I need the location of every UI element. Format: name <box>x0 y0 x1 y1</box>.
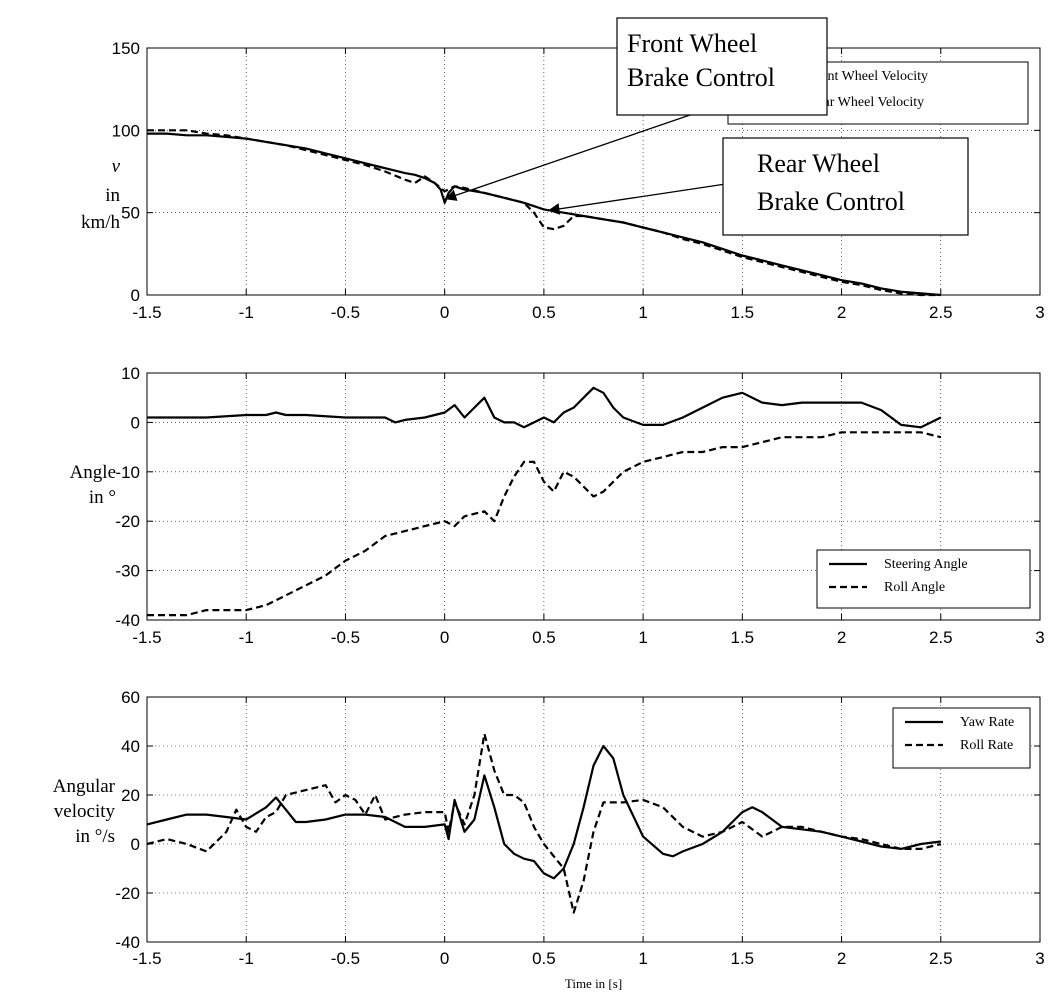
x-tick-label: 3 <box>1035 628 1044 647</box>
x-tick-label: -1.5 <box>132 628 161 647</box>
x-tick-label: -1.5 <box>132 949 161 968</box>
legend-label: Yaw Rate <box>960 715 1014 730</box>
legend-label: Roll Rate <box>960 738 1013 753</box>
annotation-box <box>722 137 969 236</box>
legend-label: Roll Angle <box>884 580 945 595</box>
y-tick-label: -30 <box>115 562 140 581</box>
x-tick-label: -1 <box>239 303 254 322</box>
x-tick-label: 0.5 <box>532 949 556 968</box>
annotation-text: Rear Wheel <box>757 149 880 178</box>
x-tick-label: 0 <box>440 949 449 968</box>
annotation-arrow <box>547 181 740 215</box>
y-axis-label: velocity <box>54 801 116 822</box>
y-tick-label: -20 <box>115 512 140 531</box>
y-tick-label: -40 <box>115 933 140 952</box>
y-tick-label: 40 <box>121 737 140 756</box>
plot-frame <box>146 696 1041 943</box>
series-line-roll-angle <box>147 431 942 617</box>
x-tick-label: -0.5 <box>331 303 360 322</box>
annotation-text: Brake Control <box>757 187 905 216</box>
y-tick-label: 150 <box>112 39 140 58</box>
x-tick-label: 3 <box>1035 949 1044 968</box>
x-tick-label: 0.5 <box>532 628 556 647</box>
x-tick-label: 2 <box>837 303 846 322</box>
annotation-text: Brake Control <box>627 63 775 92</box>
y-tick-label: 10 <box>121 364 140 383</box>
x-axis-label: Time in [s] <box>565 976 622 991</box>
x-tick-label: 0.5 <box>532 303 556 322</box>
x-tick-label: 1.5 <box>731 949 755 968</box>
x-tick-label: 2.5 <box>929 628 953 647</box>
y-axis-label: in °/s <box>75 826 115 847</box>
legend-box <box>892 707 1031 769</box>
y-axis-label: in ° <box>89 487 116 508</box>
annotation-arrow <box>444 114 691 201</box>
series-line-roll-rate <box>146 732 942 914</box>
plot-frame <box>146 372 1041 621</box>
legend-label: Front Wheel Velocity <box>808 69 928 84</box>
x-tick-label: 1 <box>638 949 647 968</box>
x-tick-label: 2 <box>837 628 846 647</box>
x-tick-label: -0.5 <box>331 949 360 968</box>
angle-chart: -1.5 -1 -0.5 0 0.5 1 1.5 2 2.5 3 -40 -30 -20 -10 0 10 An… <box>70 364 1045 647</box>
legend-label: Steering Angle <box>884 557 968 572</box>
y-tick-label: -40 <box>115 611 140 630</box>
x-tick-label: -1 <box>239 628 254 647</box>
series-line-steering-angle <box>147 386 942 429</box>
x-tick-label: 1.5 <box>731 628 755 647</box>
plot-frame <box>146 47 1041 296</box>
y-tick-label: 0 <box>131 413 140 432</box>
y-tick-label: 20 <box>121 786 140 805</box>
series-line-yaw-rate <box>146 744 941 880</box>
y-axis-label: km/h <box>81 212 121 233</box>
y-tick-label: -20 <box>115 884 140 903</box>
x-tick-label: 1.5 <box>731 303 755 322</box>
y-tick-label: 0 <box>131 286 140 305</box>
y-tick-label: 0 <box>131 835 140 854</box>
annotation-box <box>616 17 828 116</box>
x-tick-label: 0 <box>440 628 449 647</box>
y-axis-label: Angle <box>70 462 116 483</box>
x-tick-label: 2 <box>837 949 846 968</box>
x-tick-label: 2.5 <box>929 949 953 968</box>
series-line-rear-wheel-velocity <box>147 129 941 297</box>
x-tick-label: -1.5 <box>132 303 161 322</box>
annotation-text: Front Wheel <box>627 29 757 58</box>
y-axis-label: v <box>112 156 121 177</box>
y-tick-label: 100 <box>112 121 140 140</box>
y-tick-label: 50 <box>121 204 140 223</box>
y-tick-label: 60 <box>121 688 140 707</box>
x-tick-label: 3 <box>1035 303 1044 322</box>
x-tick-label: -1 <box>239 949 254 968</box>
velocity-chart: -1.5 -1 -0.5 0 0.5 1 1.5 2 2.5 3 0 50 100 150 v in km/h F… <box>81 17 1045 322</box>
x-tick-label: 0 <box>440 303 449 322</box>
y-tick-label: -10 <box>115 463 140 482</box>
x-tick-label: 1 <box>638 628 647 647</box>
x-tick-label: 1 <box>638 303 647 322</box>
y-axis-label: Angular <box>53 776 116 797</box>
y-axis-label: in <box>105 185 120 206</box>
legend-label: Rear Wheel Velocity <box>808 95 924 110</box>
angular-velocity-chart: -1.5 -1 -0.5 0 0.5 1 1.5 2 2.5 3 -40 -20 0 20 40 60 Angu… <box>53 688 1045 991</box>
x-tick-label: -0.5 <box>331 628 360 647</box>
legend-box <box>816 549 1031 609</box>
x-tick-label: 2.5 <box>929 303 953 322</box>
